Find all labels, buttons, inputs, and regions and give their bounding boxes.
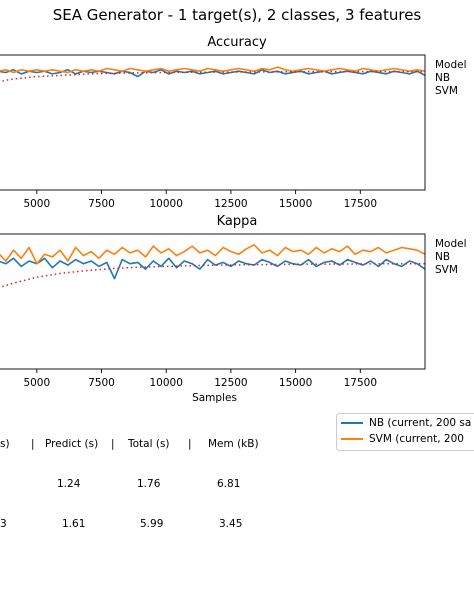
kappa-panel-title: Kappa [216,214,258,229]
accuracy-x-tick-label: 17500 [344,198,377,210]
kappa-x-tick-label: 7500 [88,377,115,389]
legend-item-nb: NB [435,72,451,84]
legend-item-svm: SVM [435,85,458,97]
kappa-x-tick-label: 15000 [279,377,312,389]
kappa-series-nb-line [0,257,425,280]
accuracy-x-tick-label: 10000 [150,198,183,210]
stats-table: s) | Predict (s) | Total (s) | Mem (kB) … [0,414,259,546]
kappa-plot-frame [0,233,426,370]
legend-label-svm: SVM (current, 200 [369,433,464,445]
stats-header-sep: | [31,438,35,450]
stats-cell: 1.76 [137,478,161,490]
legend-swatch-nb [341,422,363,424]
kappa-x-tick-label: 10000 [150,377,183,389]
accuracy-series-trend-line [0,70,425,83]
kappa-x-tick-label: 17500 [344,377,377,389]
page-title: SEA Generator - 1 target(s), 2 classes, … [52,6,422,24]
legend-entry-svm: SVM (current, 200 [341,433,464,445]
legend-swatch-svm [341,438,363,440]
kappa-side-legend: Model NB SVM [435,238,467,277]
stats-cell: 3 [0,518,7,530]
accuracy-x-tick-label: 7500 [88,198,115,210]
stats-cell: 5.99 [140,518,164,530]
accuracy-side-legend: Model NB SVM [435,59,467,98]
stats-header-sep: | [111,438,115,450]
legend-item-nb: NB [435,251,451,263]
kappa-series-trend-line [0,262,425,289]
stats-header-row: s) | Predict (s) | Total (s) | Mem (kB) [0,438,259,454]
stats-cell: 1.24 [57,478,81,490]
accuracy-panel-title: Accuracy [207,35,267,50]
accuracy-x-tick-label: 12500 [214,198,247,210]
kappa-plot: 5000 7500 10000 12500 15000 17500 Samples [0,233,426,404]
stats-cell: 6.81 [217,478,241,490]
accuracy-plot-frame [0,54,426,191]
kappa-series-svm-line [0,244,425,265]
kappa-x-tick-label: 12500 [214,377,247,389]
accuracy-series-nb-line [0,69,425,78]
stats-cell: 3.45 [219,518,243,530]
stats-header-cell: s) [0,438,10,450]
stats-header-sep: | [188,438,192,450]
stats-header-cell: Total (s) [128,438,170,450]
legend-header: Model [435,238,467,250]
accuracy-x-tick-label: 15000 [279,198,312,210]
kappa-x-axis-label: Samples [192,392,237,404]
legend-label-nb: NB (current, 200 sa [369,417,472,429]
stats-row: 3 1.61 5.99 3.45 [0,518,242,534]
legend-header: Model [435,59,467,71]
legend-item-svm: SVM [435,264,458,276]
accuracy-x-tick-label: 5000 [23,198,50,210]
accuracy-plot: 5000 7500 10000 12500 15000 17500 [0,54,426,210]
chart-canvas: 5000 7500 10000 12500 15000 17500 5000 7500 1000… [0,54,426,404]
stats-row: 1.24 1.76 6.81 [0,478,240,494]
stats-cell: 1.61 [62,518,86,530]
stats-header-cell: Mem (kB) [208,438,259,450]
stats-header-cell: Predict (s) [45,438,99,450]
kappa-x-tick-label: 5000 [23,377,50,389]
bottom-legend: NB (current, 200 sa SVM (current, 200 [336,413,474,451]
legend-entry-nb: NB (current, 200 sa [341,417,471,429]
